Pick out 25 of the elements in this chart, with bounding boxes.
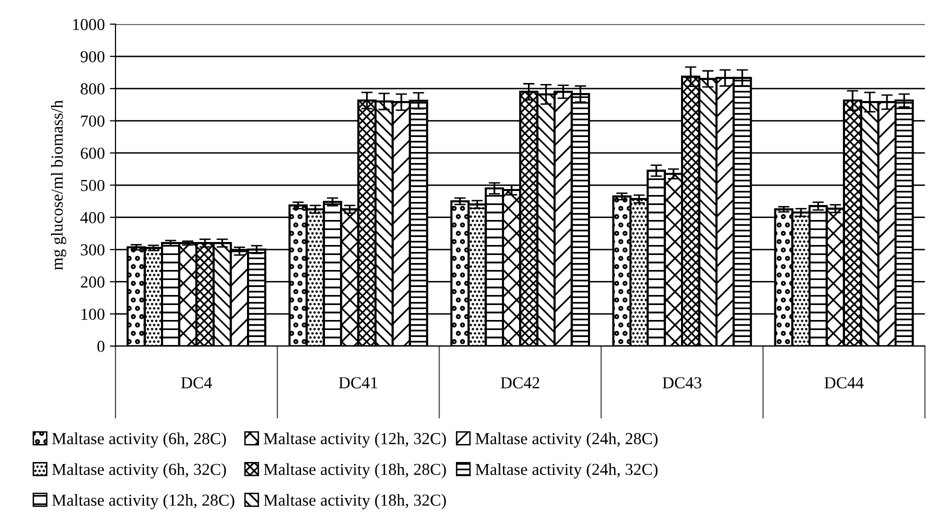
- y-tick-label: 200: [80, 276, 104, 288]
- x-tick-label: DC42: [500, 377, 540, 388]
- y-tick-label: 600: [80, 148, 104, 159]
- legend-label: Maltase activity (6h, 32C): [52, 463, 226, 478]
- y-tick-label: 100: [82, 308, 104, 320]
- x-tick-label: DC4: [181, 377, 212, 388]
- y-tick-label: 400: [80, 212, 104, 224]
- legend-label: Maltase activity (24h, 28C): [475, 432, 658, 448]
- x-tick-label: DC43: [662, 377, 702, 388]
- x-tick-label: DC44: [824, 377, 864, 388]
- legend-label: Maltase activity (12h, 32C): [264, 432, 446, 448]
- legend-label: Maltase activity (12h, 28C): [52, 494, 234, 510]
- legend-label: Maltase activity (24h, 32C): [475, 463, 658, 478]
- x-tick-label: DC41: [338, 377, 378, 388]
- y-tick-label: 700: [81, 115, 104, 127]
- legend-label: Maltase activity (18h, 28C): [264, 463, 446, 478]
- y-tick-label: 1000: [73, 18, 104, 30]
- legend-label: Maltase activity (18h, 32C): [264, 494, 446, 510]
- y-axis-title: mg glucose/ml biomass/h: [51, 100, 66, 270]
- y-tick-label: 0: [97, 340, 104, 352]
- y-tick-label: 800: [80, 83, 104, 95]
- y-tick-label: 900: [80, 51, 104, 62]
- y-tick-label: 300: [80, 244, 104, 256]
- y-tick-label: 500: [81, 180, 104, 192]
- legend-label: Maltase activity (6h, 28C): [52, 432, 226, 448]
